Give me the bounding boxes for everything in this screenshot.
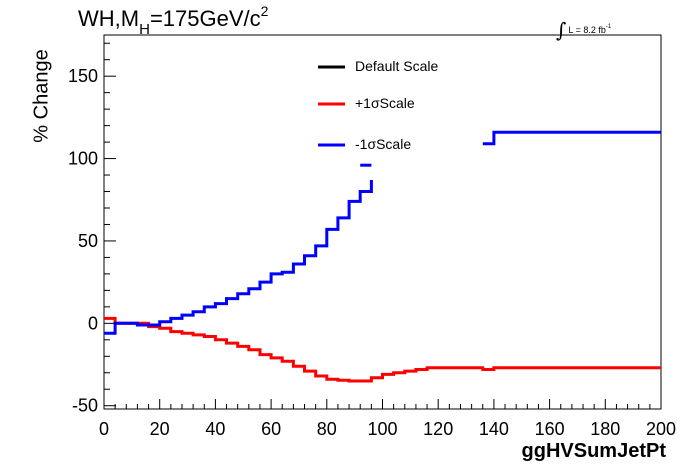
legend-entry: -1σScale bbox=[355, 136, 412, 152]
y-tick-label: -50 bbox=[72, 396, 98, 416]
x-tick-label: 160 bbox=[535, 419, 565, 439]
x-tick-label: 20 bbox=[150, 419, 170, 439]
y-axis-label: % Change bbox=[30, 49, 53, 143]
series-line bbox=[104, 316, 661, 383]
x-tick-label: 0 bbox=[99, 419, 109, 439]
x-tick-label: 40 bbox=[205, 419, 225, 439]
legend-entry: Default Scale bbox=[355, 58, 439, 74]
x-tick-label: 80 bbox=[317, 419, 337, 439]
y-tick-label: 0 bbox=[88, 313, 98, 333]
x-tick-label: 120 bbox=[423, 419, 453, 439]
series-layer bbox=[104, 130, 661, 383]
legend-entry: +1σScale bbox=[355, 95, 415, 111]
luminosity-label: ∫ L = 8.2 fb-1 bbox=[556, 18, 612, 42]
x-tick-label: 200 bbox=[646, 419, 676, 439]
series-line bbox=[104, 180, 373, 335]
y-tick-label: 50 bbox=[78, 231, 98, 251]
x-tick-label: 100 bbox=[367, 419, 397, 439]
x-tick-label: 180 bbox=[590, 419, 620, 439]
y-tick-label: 150 bbox=[68, 66, 98, 86]
x-tick-label: 140 bbox=[479, 419, 509, 439]
series-2 bbox=[104, 130, 661, 335]
series-1 bbox=[104, 316, 661, 383]
chart-title: WH,MH=175GeV/c2 bbox=[78, 3, 269, 38]
x-axis-label: ggHVSumJetPt bbox=[521, 440, 666, 462]
integral-sign: ∫ bbox=[556, 18, 567, 42]
y-tick-label: 100 bbox=[68, 149, 98, 169]
plot-frame bbox=[103, 34, 662, 410]
series-line bbox=[482, 130, 661, 146]
x-tick-label: 60 bbox=[261, 419, 281, 439]
